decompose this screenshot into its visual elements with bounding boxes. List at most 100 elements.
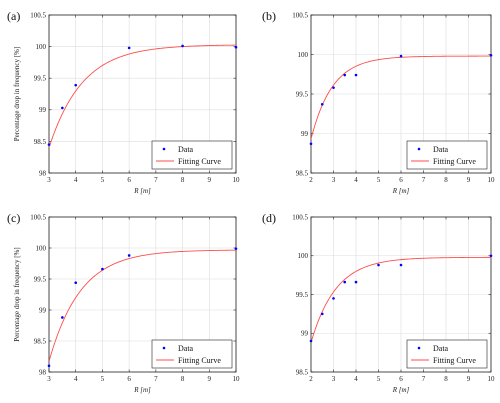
x-axis-label-unit: [m] (140, 386, 151, 394)
data-point (74, 281, 78, 285)
axes-frame (310, 216, 492, 373)
x-axis-label: R [m] (392, 386, 410, 394)
legend-fit-label: Fitting Curve (433, 356, 476, 365)
data-point (309, 339, 313, 343)
x-axis-label-var: R (133, 187, 139, 195)
x-tick-label: 3 (47, 375, 51, 383)
legend-fit-label: Fitting Curve (178, 157, 221, 166)
data-point (332, 297, 335, 300)
y-tick-label: 99.5 (296, 90, 309, 98)
x-tick-label: 4 (354, 375, 358, 383)
x-tick-label: 8 (444, 375, 448, 383)
x-tick-label: 10 (488, 375, 496, 383)
data-point (234, 247, 238, 250)
legend-box (151, 140, 233, 170)
legend: Data Fitting Curve (406, 339, 488, 369)
panel-label: (b) (262, 9, 276, 23)
x-tick-label: 8 (181, 375, 185, 383)
data-point (354, 280, 358, 284)
y-tick-label: 98.5 (34, 138, 47, 146)
x-tick-label: 4 (74, 176, 78, 184)
y-tick-label: 100.5 (292, 11, 308, 19)
x-axis-label-unit: [m] (399, 187, 410, 195)
y-tick-label: 98.5 (34, 337, 47, 345)
x-tick-label: 5 (377, 176, 381, 184)
panel-label: (a) (7, 9, 20, 23)
y-axis-label: Percentage drop in frequency [%] (13, 247, 21, 341)
x-tick-label: 9 (467, 176, 471, 184)
x-axis-label-var: R (392, 386, 398, 394)
data-point (399, 263, 403, 267)
y-tick-label: 99 (39, 106, 47, 114)
x-tick-label: 4 (354, 176, 358, 184)
legend-box (406, 339, 488, 369)
x-tick-label: 7 (154, 375, 158, 383)
data-point (47, 143, 51, 146)
x-tick-label: 5 (377, 375, 381, 383)
data-point (489, 254, 493, 258)
data-point (309, 142, 313, 146)
x-tick-label: 8 (181, 176, 185, 184)
x-tick-label: 5 (101, 176, 105, 184)
data-point (234, 45, 238, 49)
legend: Data Fitting Curve (406, 140, 488, 170)
legend-data-marker (162, 147, 166, 151)
x-axis-label: R [m] (392, 187, 410, 195)
x-tick-label: 10 (233, 375, 241, 383)
x-tick-label: 7 (422, 375, 426, 383)
y-axis-label: Percentage drop in frequency [%] (13, 47, 21, 141)
legend-data-marker (417, 346, 421, 350)
data-point (320, 102, 324, 106)
y-tick-label: 98 (39, 368, 47, 376)
x-tick-label: 10 (233, 176, 241, 184)
data-point (127, 46, 131, 50)
legend-fit-label: Fitting Curve (433, 157, 476, 166)
x-tick-label: 2 (309, 375, 313, 383)
fitting-curve (49, 249, 236, 362)
y-tick-label: 99 (301, 130, 309, 138)
x-tick-label: 2 (309, 176, 313, 184)
y-tick-label: 100 (298, 51, 309, 59)
panel-label: (d) (262, 211, 276, 225)
data-point (343, 73, 347, 77)
y-tick-label: 98 (39, 169, 47, 177)
chart-panel-2: (b) 2 3 4 5 6 7 8 9 10 98.5 99 99.5 100 100.5 R [m] Data… (262, 9, 495, 195)
legend-box (151, 339, 233, 369)
legend-box (406, 140, 488, 170)
legend-fit-label: Fitting Curve (178, 356, 221, 365)
x-tick-label: 5 (101, 375, 105, 383)
x-axis-label-unit: [m] (399, 386, 410, 394)
y-tick-label: 99 (301, 330, 309, 338)
panel-label: (c) (7, 211, 20, 225)
x-tick-label: 4 (74, 375, 78, 383)
legend-data-marker (417, 147, 421, 151)
x-tick-label: 6 (127, 375, 131, 383)
x-tick-label: 6 (399, 375, 403, 383)
legend-data-label: Data (178, 145, 194, 154)
legend-data-marker (162, 346, 166, 350)
chart-panel-3: (c) 3 4 5 6 7 8 9 10 98 98.5 99 99.5 100 100.5 R [m] Per… (7, 211, 240, 394)
x-tick-label: 6 (399, 176, 403, 184)
fitting-curve (49, 44, 236, 148)
data-point (181, 44, 184, 48)
data-point (377, 263, 380, 267)
axes-frame (310, 14, 492, 174)
data-point (61, 106, 64, 110)
y-tick-label: 100.5 (30, 11, 46, 19)
axes-frame (48, 14, 237, 174)
x-axis-label: R [m] (133, 187, 151, 195)
data-point (61, 316, 64, 319)
x-tick-label: 9 (467, 375, 471, 383)
y-tick-label: 99.5 (34, 275, 47, 283)
data-point (127, 254, 131, 257)
data-point (332, 86, 335, 89)
x-axis-label-var: R (392, 187, 398, 195)
legend: Data Fitting Curve (151, 140, 233, 170)
data-point (320, 312, 324, 316)
data-point (489, 53, 493, 57)
x-tick-label: 6 (127, 176, 131, 184)
data-point (354, 73, 358, 77)
x-axis-label: R [m] (133, 386, 151, 394)
x-tick-label: 3 (47, 176, 51, 184)
